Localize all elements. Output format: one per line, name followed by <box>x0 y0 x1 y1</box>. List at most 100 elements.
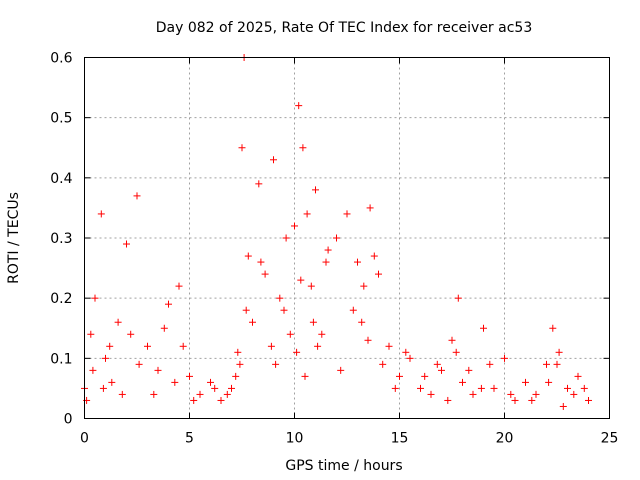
data-point <box>228 384 235 392</box>
data-point <box>276 294 284 302</box>
data-point <box>154 366 162 374</box>
data-point <box>175 282 183 290</box>
data-point <box>234 348 242 356</box>
data-point <box>375 270 382 278</box>
data-point <box>87 330 95 338</box>
data-point <box>165 300 172 308</box>
y-tick-label: 0.2 <box>50 291 72 307</box>
data-point <box>522 378 529 386</box>
data-point <box>261 270 269 278</box>
data-point <box>133 192 141 200</box>
data-point <box>282 234 290 242</box>
data-point <box>99 384 107 392</box>
data-point <box>190 396 198 404</box>
data-point <box>255 180 263 188</box>
data-point <box>299 144 307 152</box>
data-point <box>364 336 372 344</box>
data-point <box>91 294 99 302</box>
data-point <box>272 360 280 368</box>
data-point <box>580 384 588 392</box>
data-point <box>293 348 301 356</box>
data-point <box>106 342 114 350</box>
y-tick-label: 0.3 <box>50 231 72 247</box>
data-point <box>585 396 592 404</box>
data-point <box>545 378 553 386</box>
data-point <box>179 342 187 350</box>
y-tick-label: 0.4 <box>50 171 72 187</box>
data-point <box>144 342 151 350</box>
data-point <box>528 396 536 404</box>
data-point <box>469 390 477 398</box>
data-point <box>391 384 399 392</box>
data-point <box>135 360 143 368</box>
y-axis-label: ROTI / TECUs <box>6 192 22 284</box>
data-point <box>291 222 298 230</box>
x-tick-label: 20 <box>496 431 514 447</box>
data-point <box>379 360 387 368</box>
data-point <box>343 210 351 218</box>
data-point <box>249 318 256 326</box>
data-point <box>559 402 567 410</box>
data-point <box>207 378 214 386</box>
data-point <box>196 390 204 398</box>
data-point <box>217 396 225 404</box>
data-point <box>333 234 340 242</box>
data-point <box>270 156 277 164</box>
data-point <box>490 384 498 392</box>
data-point <box>160 324 168 332</box>
data-point <box>454 294 462 302</box>
data-point <box>477 384 485 392</box>
data-point <box>232 372 240 380</box>
x-tick-label: 25 <box>601 431 619 447</box>
x-tick-label: 10 <box>286 431 304 447</box>
data-point <box>448 336 456 344</box>
data-point <box>150 390 158 398</box>
data-point <box>501 354 508 362</box>
data-point <box>337 366 345 374</box>
data-point <box>427 390 435 398</box>
data-point <box>301 372 309 380</box>
data-point <box>108 378 116 386</box>
chart-title: Day 082 of 2025, Rate Of TEC Index for r… <box>156 20 532 36</box>
data-point <box>242 306 250 314</box>
data-point <box>324 246 332 254</box>
data-point <box>549 324 557 332</box>
data-point <box>114 318 122 326</box>
y-tick-label: 0 <box>64 412 73 428</box>
grid <box>84 57 610 419</box>
data-point <box>402 348 410 356</box>
data-point <box>127 330 135 338</box>
data-point <box>396 372 403 380</box>
data-point <box>532 390 540 398</box>
x-tick-label: 15 <box>391 431 409 447</box>
data-point <box>318 330 326 338</box>
x-tick-label: 5 <box>185 431 194 447</box>
data-point <box>312 186 319 194</box>
data-point <box>433 360 441 368</box>
data-point <box>480 324 487 332</box>
data-point <box>486 360 494 368</box>
data-point <box>349 306 357 314</box>
data-point <box>366 204 374 212</box>
data-point <box>267 342 275 350</box>
data-point <box>303 210 311 218</box>
data-point <box>564 384 571 392</box>
data-point <box>543 360 550 368</box>
data-point <box>555 348 563 356</box>
data-point <box>295 102 303 110</box>
data-point <box>358 318 366 326</box>
data-point <box>238 144 246 152</box>
data-point <box>459 378 466 386</box>
data-point <box>236 360 244 368</box>
data-point <box>438 366 445 374</box>
data-point <box>286 330 294 338</box>
data-point <box>171 378 179 386</box>
data-point <box>354 258 361 266</box>
data-point <box>322 258 330 266</box>
data-point <box>257 258 265 266</box>
data-point <box>314 342 322 350</box>
data-point <box>417 384 424 392</box>
y-tick-label: 0.5 <box>50 111 72 127</box>
x-axis-label: GPS time / hours <box>285 458 402 474</box>
